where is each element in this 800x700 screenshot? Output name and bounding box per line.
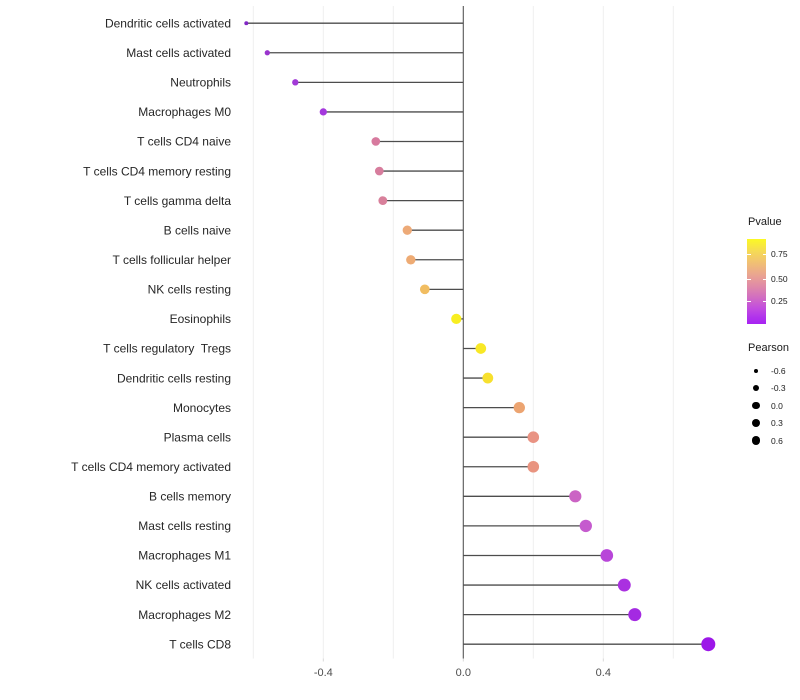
y-axis-label: B cells memory (149, 490, 231, 504)
lollipop-point (513, 401, 525, 414)
pearson-legend-entry: 0.6 (747, 432, 799, 450)
lollipop-point (264, 50, 270, 56)
pvalue-gradient-bar (747, 239, 766, 324)
pearson-legend: Pearson -0.6 -0.3 0.0 0.3 0.6 (747, 342, 799, 450)
y-axis-label: T cells gamma delta (124, 194, 231, 208)
y-axis-label: NK cells resting (148, 283, 231, 297)
pvalue-legend-tick-label: 0.75 (771, 249, 788, 259)
pvalue-gradient-wrap: 0.75 0.50 0.25 (747, 239, 788, 324)
y-axis-label: Plasma cells (164, 430, 231, 444)
lollipop-point (451, 313, 462, 325)
pearson-legend-dot-cell (747, 402, 765, 410)
pearson-legend-label: -0.6 (771, 365, 786, 376)
lollipop-point (527, 431, 540, 443)
lollipop-point (402, 225, 412, 235)
pearson-legend-entry: -0.6 (747, 362, 799, 380)
pearson-legend-dot-cell (747, 368, 765, 373)
grad-tick-left (747, 279, 751, 280)
y-axis-label: Monocytes (173, 401, 231, 415)
y-axis-label: B cells naive (164, 223, 232, 237)
pearson-legend-dot-cell (747, 385, 765, 392)
lollipop-point (378, 196, 388, 206)
x-axis-tick-label: -0.4 (314, 667, 333, 679)
lollipop-point (244, 21, 249, 26)
pearson-legend-dot (753, 385, 759, 392)
lollipop-point (371, 137, 381, 146)
pvalue-legend-tick-label: 0.50 (771, 274, 788, 284)
lollipop-point (419, 284, 430, 295)
lollipop-point (527, 460, 540, 473)
pearson-legend-dot-cell (747, 419, 765, 428)
y-axis-label: T cells CD4 memory resting (83, 164, 231, 178)
y-axis-label: T cells follicular helper (113, 253, 232, 267)
lollipop-point (475, 343, 487, 354)
pearson-legend-entries: -0.6 -0.3 0.0 0.3 0.6 (747, 362, 799, 450)
pearson-legend-dot (754, 368, 758, 373)
pvalue-legend-title: Pvalue (748, 216, 782, 228)
y-axis-label: Mast cells resting (138, 519, 231, 533)
lollipop-point (628, 608, 642, 622)
pvalue-legend: Pvalue 0.75 0.50 0.25 (747, 216, 799, 324)
x-axis-tick-label: 0.0 (456, 667, 471, 679)
y-axis-label: T cells CD8 (169, 637, 231, 651)
lollipop-point (406, 255, 416, 265)
lollipop-point (701, 637, 716, 652)
y-axis-label: T cells regulatory Tregs (103, 342, 231, 356)
lollipop-point (482, 372, 494, 384)
y-axis-label: T cells CD4 memory activated (71, 460, 231, 474)
pearson-legend-label: -0.3 (771, 383, 786, 394)
pearson-legend-entry: 0.3 (747, 415, 799, 433)
grad-tick-right (762, 254, 766, 255)
grad-tick-right (762, 301, 766, 302)
lollipop-point (617, 578, 631, 592)
y-axis-label: Dendritic cells resting (117, 371, 231, 385)
lollipop-point (579, 519, 592, 533)
pearson-legend-dot-cell (747, 436, 765, 446)
pvalue-legend-tick-label: 0.25 (771, 296, 788, 306)
pearson-legend-entry: -0.3 (747, 380, 799, 398)
grad-tick-left (747, 254, 751, 255)
pearson-legend-entry: 0.0 (747, 397, 799, 415)
y-axis-label: Dendritic cells activated (105, 16, 231, 30)
y-axis-label: Eosinophils (170, 312, 231, 326)
lollipop-point (600, 549, 614, 562)
grad-tick-right (762, 279, 766, 280)
pearson-legend-label: 0.6 (771, 435, 783, 446)
pearson-legend-dot (752, 402, 760, 410)
x-axis-tick-label: 0.4 (596, 667, 611, 679)
pearson-legend-dot (751, 436, 761, 446)
y-axis-label: Macrophages M2 (138, 608, 231, 622)
y-axis-label: Neutrophils (170, 76, 231, 90)
y-axis-label: NK cells activated (136, 578, 231, 592)
pearson-legend-label: 0.0 (771, 400, 783, 411)
lollipop-point (569, 490, 582, 503)
y-axis-label: Mast cells activated (126, 46, 231, 60)
pearson-legend-dot (752, 419, 760, 428)
grad-tick-left (747, 301, 751, 302)
lollipop-point (319, 108, 327, 116)
y-axis-label: Macrophages M1 (138, 549, 231, 563)
lollipop-point (292, 79, 299, 86)
y-axis-label: T cells CD4 naive (137, 135, 231, 149)
pearson-legend-label: 0.3 (771, 418, 783, 429)
y-axis-label: Macrophages M0 (138, 105, 231, 119)
pearson-legend-title: Pearson (748, 342, 789, 354)
lollipop-point (374, 166, 384, 176)
